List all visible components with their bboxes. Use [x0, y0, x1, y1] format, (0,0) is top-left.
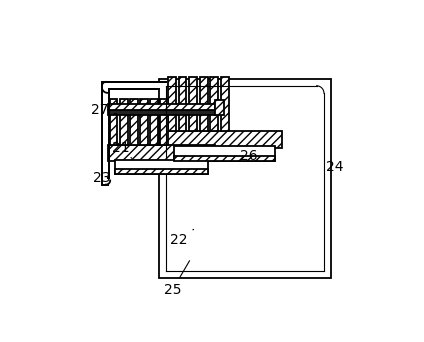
Bar — [166, 131, 282, 148]
Bar — [168, 77, 176, 131]
Bar — [140, 99, 148, 145]
Bar — [115, 169, 208, 174]
Bar — [130, 99, 137, 145]
Text: 25: 25 — [164, 261, 190, 297]
Bar — [150, 99, 158, 145]
Bar — [110, 99, 117, 145]
Bar — [221, 77, 229, 131]
Bar — [174, 146, 275, 161]
Bar — [189, 77, 197, 131]
Bar — [102, 82, 109, 185]
Text: 24: 24 — [326, 160, 343, 174]
Text: 22: 22 — [170, 229, 194, 247]
Bar — [108, 145, 215, 161]
Bar — [115, 159, 208, 174]
Bar — [159, 79, 331, 278]
Bar — [200, 77, 208, 131]
Bar — [215, 100, 224, 115]
Text: 26: 26 — [240, 148, 258, 162]
Bar — [179, 77, 187, 131]
Bar — [108, 104, 215, 109]
Bar — [120, 99, 128, 145]
Bar — [210, 77, 218, 131]
Bar — [102, 82, 166, 89]
Bar — [160, 99, 167, 145]
Bar — [108, 109, 215, 115]
Bar — [174, 156, 275, 161]
Text: 23: 23 — [93, 171, 111, 185]
Text: 21: 21 — [112, 141, 132, 158]
Bar — [166, 86, 324, 271]
Text: 27: 27 — [91, 103, 117, 117]
